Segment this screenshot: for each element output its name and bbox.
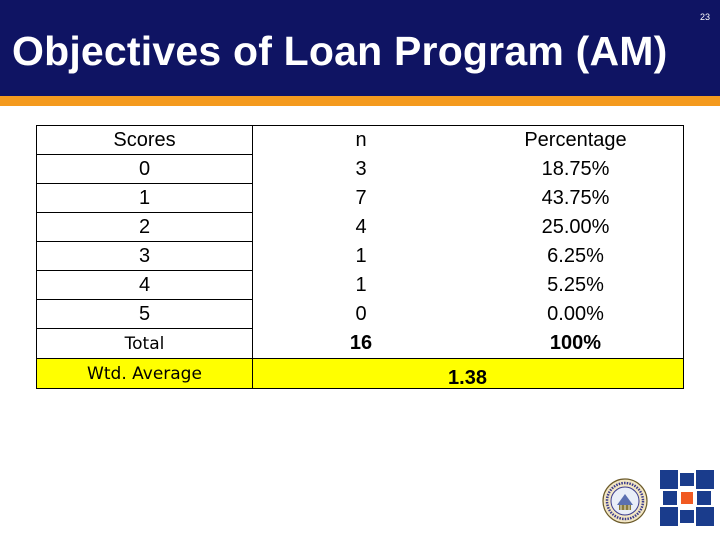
n-cell: 7 [355,187,367,209]
table-row: 0 3 18.75% [37,155,683,184]
score-cell: 4 [37,271,253,300]
n-cell: 1 [355,245,367,267]
percentage-cell: 18.75% [541,158,610,180]
score-cell: 0 [37,155,253,184]
score-cell: 5 [37,300,253,329]
weighted-average-row: Wtd. Average 1.38 [37,358,683,389]
slide-header [0,0,720,96]
score-cell: 1 [37,184,253,213]
percentage-cell: 6.25% [547,245,604,267]
score-cell: 3 [37,242,253,271]
organization-logo-icon [660,470,714,526]
table-row: 5 0 0.00% [37,300,683,329]
university-seal-icon [602,478,648,524]
weighted-average-value: 1.38 [448,367,487,389]
table-row: 4 1 5.25% [37,271,683,300]
accent-bar [0,96,720,106]
slide-number: 23 [699,12,710,22]
total-label: Total [37,329,253,358]
header-n: n [355,129,367,151]
percentage-cell: 25.00% [541,216,610,238]
scores-table: Scores n Percentage 0 3 18.75% 1 7 43.75… [36,125,684,389]
header-scores: Scores [37,126,253,155]
weighted-average-label: Wtd. Average [37,359,253,388]
table-row: 3 1 6.25% [37,242,683,271]
score-cell: 2 [37,213,253,242]
slide-title: Objectives of Loan Program (AM) [12,28,668,74]
n-cell: 1 [355,274,367,296]
n-cell: 0 [355,303,367,325]
n-cell: 3 [355,158,367,180]
percentage-cell: 5.25% [547,274,604,296]
percentage-cell: 0.00% [547,303,604,325]
table-header-row: Scores n Percentage [37,126,683,155]
table-row: 2 4 25.00% [37,213,683,242]
n-cell: 4 [355,216,367,238]
table-row: 1 7 43.75% [37,184,683,213]
total-n: 16 [349,332,373,354]
total-row: Total 16 100% [37,329,683,358]
header-percentage: Percentage [524,129,627,151]
total-percentage: 100% [549,332,602,354]
percentage-cell: 43.75% [541,187,610,209]
